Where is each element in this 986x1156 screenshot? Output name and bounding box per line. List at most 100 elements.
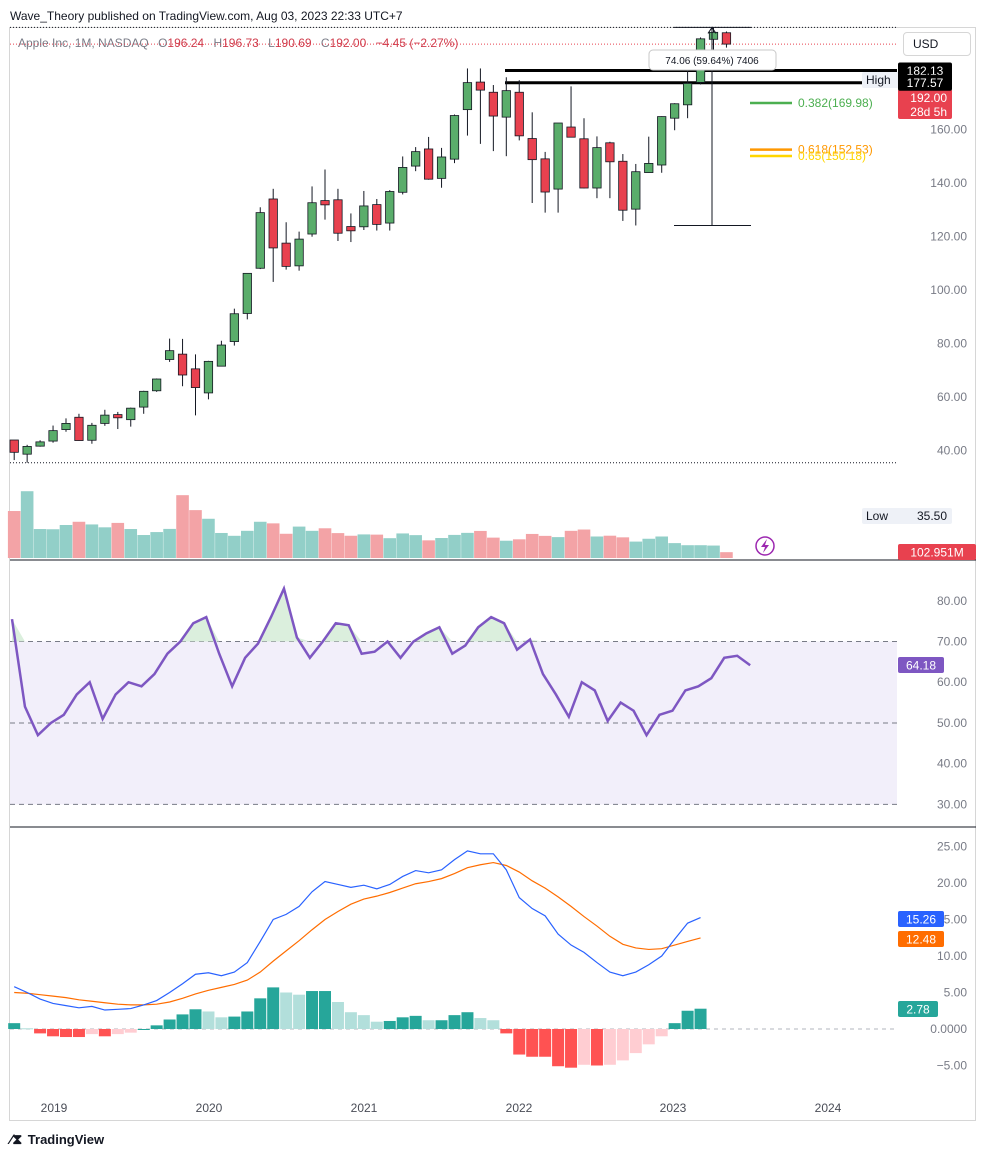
macd-histogram-bar — [47, 1029, 60, 1037]
candle — [462, 68, 473, 136]
volume-bar — [616, 537, 630, 558]
candle — [657, 116, 667, 173]
macd-histogram-bar — [111, 1029, 124, 1035]
last-price-bg — [898, 89, 952, 119]
candle — [670, 103, 680, 131]
candle-body — [113, 414, 123, 419]
volume-label-bg — [898, 544, 976, 560]
candle — [579, 118, 589, 189]
macd-histogram-bar — [357, 1015, 370, 1029]
candle — [372, 198, 382, 231]
currency-button[interactable]: USD — [903, 32, 971, 56]
candle-body — [566, 126, 576, 138]
high-label-text: High — [866, 73, 891, 87]
volume-bar — [292, 526, 306, 558]
volume-bar — [409, 535, 422, 558]
candle-body — [618, 160, 628, 211]
volume-bar — [396, 533, 409, 558]
candle-body — [359, 205, 369, 228]
macd-tick-label: −5.00 — [937, 1059, 968, 1073]
macd-histogram-bar — [150, 1025, 163, 1029]
macd-tick-label: 10.00 — [937, 949, 967, 963]
candle-body — [152, 378, 162, 392]
volume-bar — [241, 530, 254, 558]
candle-body — [553, 122, 563, 190]
tradingview-logo[interactable]: ⁄⧗ TradingView — [10, 1131, 104, 1148]
volume-bar — [20, 491, 34, 558]
volume-bar — [124, 529, 138, 558]
macd-histogram-bar — [189, 1009, 202, 1029]
volume-bar — [720, 552, 733, 558]
candle-body — [242, 272, 252, 314]
candle-body — [190, 368, 201, 388]
volume-bar — [603, 535, 617, 558]
price-tick-label: 100.00 — [930, 283, 967, 297]
candle-body — [540, 158, 550, 193]
fib-382-label: 0.382(169.98) — [798, 96, 873, 110]
macd-histogram-bar — [396, 1017, 409, 1029]
change-value: −4.45 (−2.27%) — [375, 36, 459, 50]
candle — [294, 231, 304, 271]
volume-bar — [538, 535, 552, 558]
macd-histogram-bar — [681, 1010, 694, 1029]
low-label-value: 35.50 — [917, 509, 947, 523]
candle-body — [203, 360, 214, 394]
volume-bar — [500, 540, 513, 558]
measure-label: 74.06 (59.64%) 7406 — [665, 56, 759, 67]
volume-bar — [7, 511, 21, 558]
macd-histogram-bar — [616, 1029, 629, 1061]
low-label-text: Low — [866, 509, 888, 523]
macd-histogram-bar — [8, 1023, 21, 1029]
volume-bar — [85, 524, 99, 558]
candle — [9, 439, 19, 461]
candle-body — [605, 142, 615, 163]
macd-histogram-bar — [409, 1015, 422, 1029]
candle — [359, 190, 369, 231]
macd-histogram-bar — [280, 992, 293, 1029]
candle — [566, 86, 576, 138]
candle — [35, 440, 45, 447]
publisher-line: Wave_Theory published on TradingView.com… — [10, 9, 403, 23]
candle — [644, 136, 654, 173]
candle-body — [644, 163, 654, 173]
candle-body — [216, 344, 226, 367]
macd-histogram-bar — [241, 1011, 254, 1029]
candle — [514, 80, 524, 141]
rsi-line — [10, 584, 751, 738]
candle — [320, 169, 330, 220]
macd-tick-label: 20.00 — [937, 876, 967, 890]
volume-bar — [512, 539, 526, 558]
candle-body — [657, 116, 667, 166]
symbol-name[interactable]: Apple Inc, 1M, NASDAQ — [18, 36, 149, 50]
macd-histogram-bar — [137, 1029, 150, 1030]
volume-bar — [448, 534, 461, 558]
macd-histogram-bar — [202, 1011, 215, 1029]
price-tick-label: 60.00 — [937, 390, 967, 404]
macd-tick-label: 25.00 — [937, 840, 967, 854]
candle-body — [527, 138, 537, 161]
volume-bar — [668, 543, 681, 558]
support-1-label-bg — [898, 62, 952, 79]
fib-65-label: 0.65(150.18) — [798, 149, 866, 163]
candle-body — [449, 115, 460, 160]
volume-bar — [474, 530, 487, 558]
candle-body — [333, 199, 343, 234]
candle — [242, 272, 252, 320]
macd-histogram-bar — [565, 1029, 578, 1068]
macd-histogram-bar — [293, 994, 306, 1029]
support-1-label: 182.13 — [907, 64, 944, 78]
candle — [618, 154, 628, 221]
candle — [139, 390, 149, 414]
macd-histogram-bar — [552, 1029, 565, 1067]
macd-value-label: 15.26 — [906, 913, 936, 927]
rsi-tick-label: 30.00 — [937, 797, 967, 811]
candle-body — [9, 439, 19, 453]
candle — [255, 207, 265, 270]
candle-body — [126, 407, 136, 421]
candle — [346, 213, 356, 243]
candle-body — [294, 238, 304, 267]
macd-tick-label: 15.00 — [937, 913, 967, 927]
volume-bar — [487, 537, 500, 558]
fib-618-label: 0.618(152.53) — [798, 143, 873, 157]
